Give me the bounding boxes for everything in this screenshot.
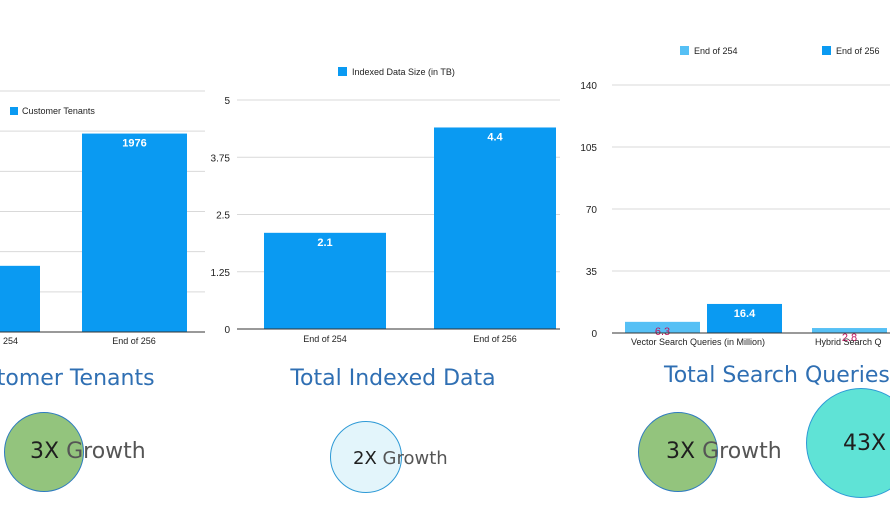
legend-swatch	[338, 67, 347, 76]
bar	[264, 232, 386, 329]
bar-value-label: 4.4	[487, 131, 503, 143]
growth-multiplier: 2X	[353, 448, 377, 469]
growth-label: Growth	[382, 448, 448, 469]
bar	[0, 265, 40, 332]
y-tick-label: 3.75	[211, 153, 231, 164]
total-indexed-data-chart: Indexed Data Size (in TB) 01.252.53.755 …	[211, 67, 560, 391]
y-tick-label: 2.5	[216, 211, 230, 222]
bar	[625, 321, 700, 333]
growth-badge-text: 3X Growth	[30, 439, 146, 464]
legend-label: End of 254	[694, 46, 738, 56]
growth-label: Growth	[702, 439, 782, 464]
growth-badge-text: 43X	[843, 431, 886, 456]
x-category-label: End of 256	[473, 334, 517, 344]
growth-badge-circle	[638, 412, 718, 492]
y-tick-label: 0	[224, 325, 230, 336]
legend-label: Customer Tenants	[22, 106, 95, 116]
growth-badge-text: 2X Growth	[353, 448, 448, 469]
x-category-label: End of 254	[303, 334, 347, 344]
growth-badge-circle	[4, 412, 84, 492]
x-category-label: Vector Search Queries (in Million)	[631, 337, 765, 347]
x-category-label: 254	[3, 336, 18, 346]
y-tick-label: 70	[586, 205, 598, 216]
bar-value-label: 1976	[122, 138, 146, 150]
growth-multiplier: 43X	[843, 431, 887, 456]
y-tick-label: 0	[591, 329, 597, 340]
growth-multiplier: 3X	[30, 439, 60, 464]
x-category-label: End of 256	[112, 336, 156, 346]
customer-tenants-chart: Customer Tenants 1976 254 End of 256 Cus…	[0, 90, 205, 391]
legend-swatch	[10, 107, 18, 115]
chart-title: Total Search Queries	[663, 363, 890, 388]
legend-swatch	[822, 46, 831, 55]
bar-value-label: 16.4	[734, 308, 756, 320]
chart-title: Total Indexed Data	[289, 366, 495, 391]
y-tick-label: 1.25	[211, 268, 231, 279]
x-category-label: Hybrid Search Q	[815, 337, 882, 347]
growth-badge-circle	[330, 421, 402, 493]
growth-badge-text: 3X Growth	[666, 439, 782, 464]
y-tick-label: 140	[580, 81, 597, 92]
bar	[434, 127, 556, 329]
bar	[707, 303, 782, 333]
growth-multiplier: 3X	[666, 439, 696, 464]
y-tick-label: 5	[224, 96, 230, 107]
legend-swatch	[680, 46, 689, 55]
bar-value-label: 2.1	[317, 237, 332, 249]
bar-value-label: 6.3	[655, 326, 670, 338]
growth-badge-circle	[806, 388, 890, 498]
growth-label: Growth	[66, 439, 146, 464]
bar-value-label: 2.8	[842, 332, 857, 344]
bar	[812, 328, 887, 333]
y-tick-label: 35	[586, 267, 598, 278]
chart-title: Customer Tenants	[0, 366, 155, 391]
y-tick-label: 105	[580, 143, 597, 154]
total-search-queries-chart: End of 254 End of 256 0 35 70 105 140 6.3 2.8…	[580, 46, 890, 388]
legend-label: Indexed Data Size (in TB)	[352, 67, 455, 77]
legend-label: End of 256	[836, 46, 880, 56]
bar	[82, 133, 187, 332]
